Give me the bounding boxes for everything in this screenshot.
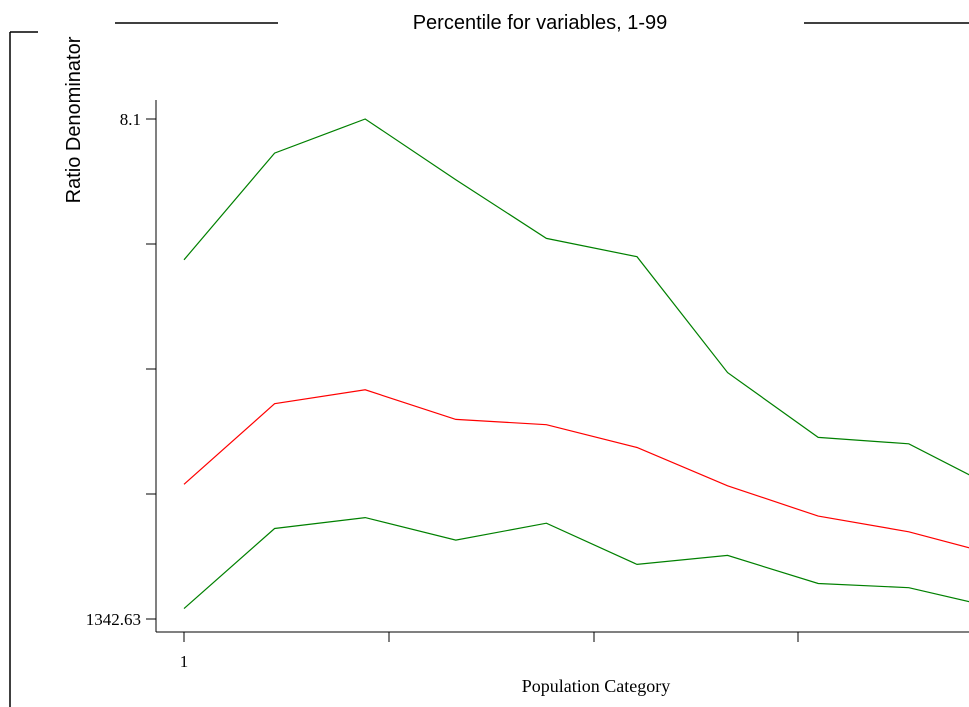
- series-line-1: [183, 118, 969, 476]
- y-tick-label: 8.1: [120, 110, 141, 129]
- chart-title: Percentile for variables, 1-99: [413, 12, 668, 34]
- x-tick-label: 1: [180, 652, 189, 671]
- series-layer: [183, 118, 969, 610]
- y-axis-label: Ratio Denominator: [63, 36, 85, 203]
- y-tick-label: 1342.63: [86, 610, 141, 629]
- x-axis-label: Population Category: [522, 676, 670, 696]
- ticks: 8.1 1342.63 1: [86, 110, 799, 671]
- series-line-2: [183, 389, 969, 549]
- series-line-3: [183, 516, 969, 610]
